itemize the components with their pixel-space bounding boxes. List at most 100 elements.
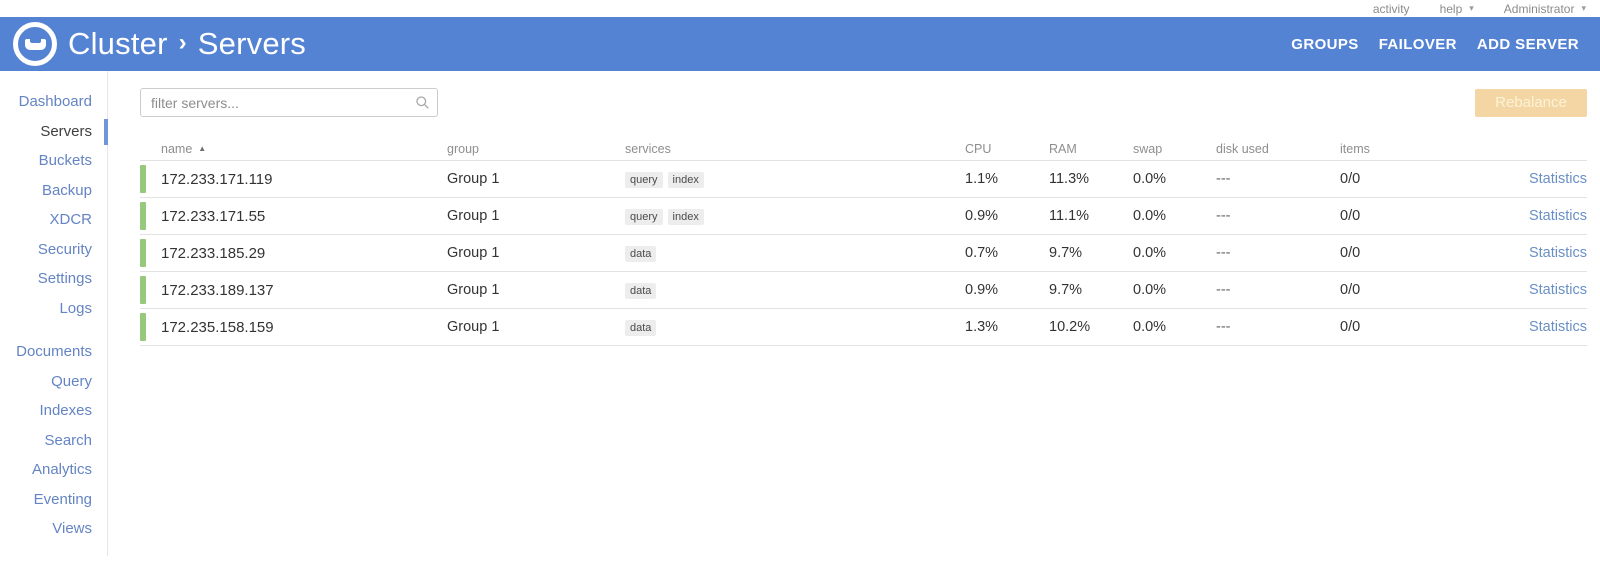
sidebar-item-buckets[interactable]: Buckets <box>38 152 92 169</box>
main-content: Rebalance name ▲ group services CPU RAM … <box>140 71 1587 346</box>
breadcrumb: Cluster › Servers <box>68 26 306 62</box>
server-disk-used: --- <box>1216 171 1231 187</box>
add-server-button[interactable]: ADD SERVER <box>1476 35 1579 53</box>
sidebar-item-servers[interactable]: Servers <box>0 117 108 147</box>
sidebar-item-xdcr[interactable]: XDCR <box>49 211 92 228</box>
server-group: Group 1 <box>447 171 500 187</box>
sidebar-item-security[interactable]: Security <box>37 240 92 258</box>
server-name: 172.233.171.55 <box>161 207 266 225</box>
chevron-down-icon: ▾ <box>1581 3 1586 13</box>
statistics-link[interactable]: Statistics <box>1528 171 1587 187</box>
sidebar-item-settings[interactable]: Settings <box>37 270 92 287</box>
help-menu[interactable]: help ▾ <box>1440 2 1474 16</box>
sidebar-item-documents[interactable]: Documents <box>16 343 92 360</box>
server-services: data <box>625 245 965 262</box>
sidebar-item-query[interactable]: Query <box>51 372 92 390</box>
servers-toolbar: Rebalance <box>140 88 1587 117</box>
server-swap: 0.0% <box>1133 245 1167 261</box>
statistics-link[interactable]: Statistics <box>1528 319 1587 335</box>
servers-table: name ▲ group services CPU RAM swap disk … <box>140 137 1587 346</box>
sidebar-item-search[interactable]: Search <box>44 431 92 449</box>
filter-servers-input[interactable] <box>140 88 438 117</box>
table-row[interactable]: 172.233.185.29 Group 1 data 0.7% 9.7% 0.… <box>140 235 1587 272</box>
column-header-ram: RAM <box>1049 141 1077 156</box>
column-header-services: services <box>625 141 671 156</box>
couch-glyph <box>24 38 46 50</box>
sidebar-item-views[interactable]: Views <box>52 520 92 537</box>
statistics-link[interactable]: Statistics <box>1528 282 1587 298</box>
table-row[interactable]: 172.233.171.55 Group 1 query index 0.9% 1… <box>140 198 1587 235</box>
server-name: 172.235.158.159 <box>161 318 274 336</box>
server-services: query index <box>625 171 965 188</box>
service-badge-index: index <box>667 208 704 225</box>
server-ram: 9.7% <box>1049 282 1083 298</box>
service-badge-data: data <box>625 282 657 299</box>
statistics-link[interactable]: Statistics <box>1528 208 1587 224</box>
server-disk-used: --- <box>1216 319 1231 335</box>
filter-wrap <box>140 88 438 117</box>
activity-link[interactable]: activity <box>1373 2 1410 16</box>
service-badge-query: query <box>625 208 663 225</box>
help-label: help <box>1439 1 1463 16</box>
sidebar-item-analytics[interactable]: Analytics <box>31 461 92 478</box>
server-swap: 0.0% <box>1133 319 1167 335</box>
table-row[interactable]: 172.233.171.119 Group 1 query index 1.1% … <box>140 161 1587 198</box>
server-items: 0/0 <box>1340 282 1361 298</box>
server-services: query index <box>625 208 965 225</box>
sidebar-item-eventing[interactable]: Eventing <box>33 490 92 508</box>
table-header: name ▲ group services CPU RAM swap disk … <box>140 137 1587 161</box>
server-swap: 0.0% <box>1133 208 1167 224</box>
server-name: 172.233.189.137 <box>161 281 274 299</box>
server-group: Group 1 <box>447 208 500 224</box>
server-items: 0/0 <box>1340 171 1361 187</box>
server-disk-used: --- <box>1216 245 1231 261</box>
sort-asc-icon: ▲ <box>198 144 207 153</box>
column-header-group: group <box>447 141 479 156</box>
column-header-swap: swap <box>1133 141 1163 156</box>
activity-label: activity <box>1372 1 1410 16</box>
sidebar-item-dashboard[interactable]: Dashboard <box>18 93 92 110</box>
server-name: 172.233.185.29 <box>161 244 266 262</box>
table-row[interactable]: 172.235.158.159 Group 1 data 1.3% 10.2% … <box>140 309 1587 346</box>
table-body: 172.233.171.119 Group 1 query index 1.1% … <box>140 161 1587 346</box>
server-items: 0/0 <box>1340 319 1361 335</box>
couchbase-logo-icon <box>13 22 57 66</box>
sidebar-secondary-group: Documents Query Indexes Search Analytics Even… <box>0 337 107 544</box>
chevron-right-icon: › <box>178 29 187 56</box>
statistics-link[interactable]: Statistics <box>1528 245 1587 261</box>
sidebar-main-group: Dashboard Servers Buckets Backup XDCR Securit… <box>0 87 108 323</box>
search-icon <box>416 96 429 109</box>
sidebar-item-backup[interactable]: Backup <box>41 181 92 199</box>
server-group: Group 1 <box>447 245 500 261</box>
server-ram: 11.3% <box>1049 171 1090 187</box>
server-status-indicator <box>140 165 146 193</box>
server-items: 0/0 <box>1340 245 1361 261</box>
column-header-name[interactable]: name ▲ <box>161 142 447 156</box>
sidebar-item-indexes[interactable]: Indexes <box>39 402 92 419</box>
server-group: Group 1 <box>447 282 500 298</box>
server-cpu: 1.3% <box>965 319 999 335</box>
breadcrumb-cluster[interactable]: Cluster <box>68 26 168 61</box>
server-cpu: 0.9% <box>965 282 999 298</box>
server-services: data <box>625 319 965 336</box>
sidebar-item-logs[interactable]: Logs <box>59 299 92 317</box>
column-header-disk-used: disk used <box>1216 141 1269 156</box>
app-header: Cluster › Servers GROUPS FAILOVER ADD SE… <box>0 17 1600 71</box>
service-badge-query: query <box>625 171 663 188</box>
failover-button[interactable]: FAILOVER <box>1378 35 1457 53</box>
server-cpu: 0.9% <box>965 208 999 224</box>
server-items: 0/0 <box>1340 208 1361 224</box>
server-cpu: 0.7% <box>965 245 999 261</box>
column-header-items: items <box>1340 141 1370 156</box>
server-cpu: 1.1% <box>965 171 999 187</box>
user-menu[interactable]: Administrator ▾ <box>1504 2 1586 16</box>
server-status-indicator <box>140 276 146 304</box>
server-status-indicator <box>140 202 146 230</box>
breadcrumb-page: Servers <box>197 26 307 61</box>
rebalance-button[interactable]: Rebalance <box>1475 88 1587 117</box>
groups-button[interactable]: GROUPS <box>1291 35 1359 53</box>
server-disk-used: --- <box>1216 282 1231 298</box>
header-nav: GROUPS FAILOVER ADD SERVER <box>1271 36 1579 53</box>
server-ram: 11.1% <box>1049 208 1090 224</box>
table-row[interactable]: 172.233.189.137 Group 1 data 0.9% 9.7% 0… <box>140 272 1587 309</box>
